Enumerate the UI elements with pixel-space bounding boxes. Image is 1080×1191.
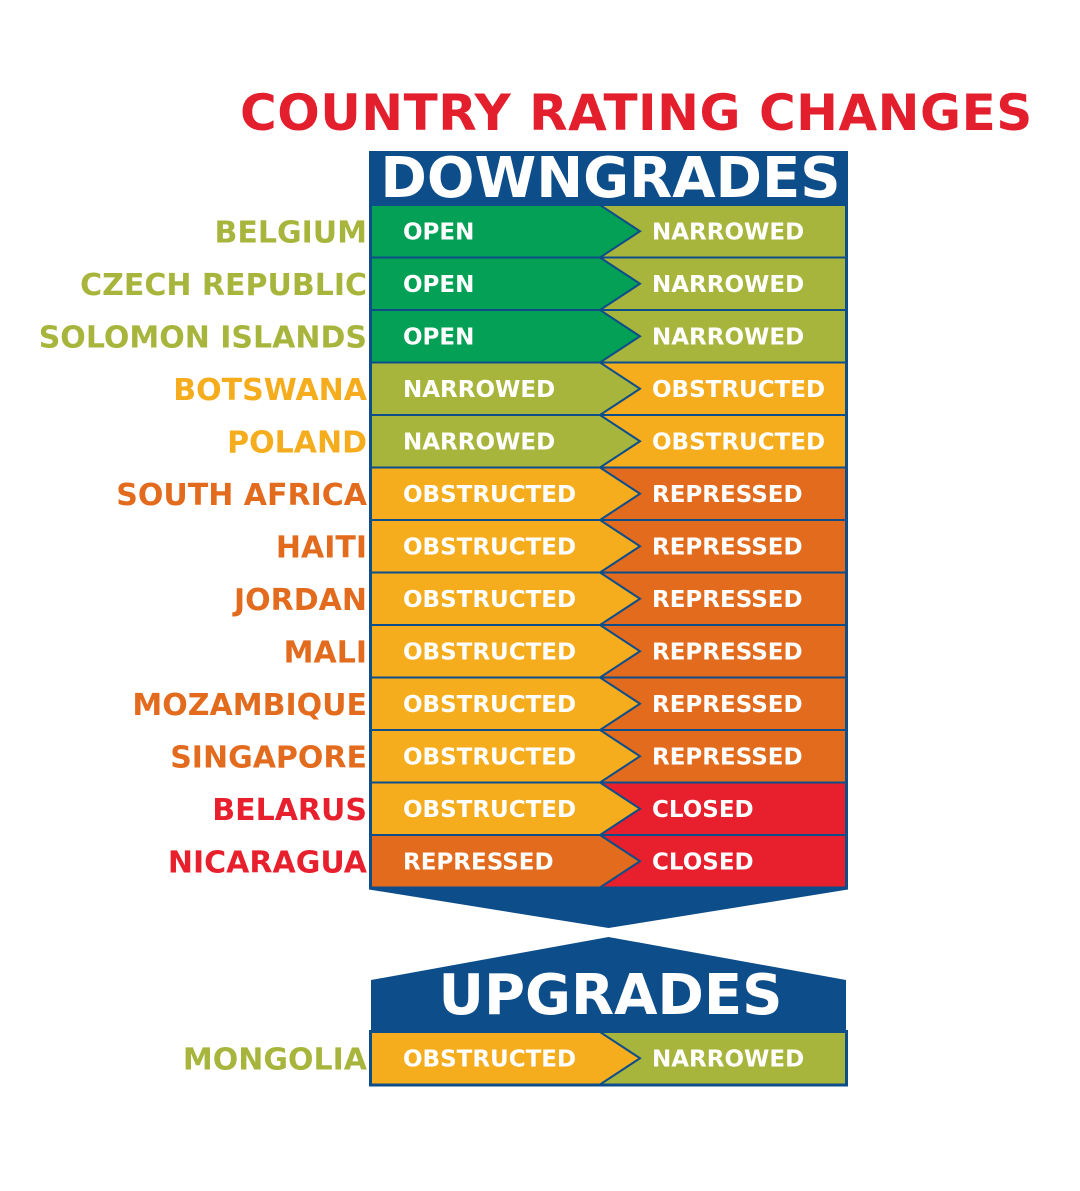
to-rating-label: NARROWED	[652, 324, 804, 350]
from-rating-label: OBSTRUCTED	[403, 587, 576, 613]
to-rating-label: REPRESSED	[652, 587, 803, 613]
to-rating-cell	[599, 204, 847, 259]
country-label-mongolia: MONGOLIA	[183, 1042, 368, 1077]
to-rating-label: NARROWED	[652, 1046, 804, 1072]
from-rating-arrow	[370, 466, 642, 521]
country-label-haiti: HAITI	[276, 530, 367, 565]
from-rating-arrow	[370, 676, 642, 731]
upgrades-banner	[371, 937, 846, 1032]
from-rating-label: OBSTRUCTED	[403, 744, 576, 770]
to-rating-label: CLOSED	[652, 797, 754, 823]
from-rating-arrow	[370, 571, 642, 626]
from-rating-label: OPEN	[403, 272, 474, 298]
to-rating-label: REPRESSED	[652, 692, 803, 718]
from-rating-label: REPRESSED	[403, 849, 554, 875]
from-rating-arrow	[370, 1031, 642, 1086]
downgrades-heading: DOWNGRADES	[380, 146, 840, 211]
downgrades-banner	[369, 151, 848, 205]
country-label-botswana: BOTSWANA	[173, 373, 368, 408]
from-rating-arrow	[370, 729, 642, 784]
from-rating-label: OBSTRUCTED	[403, 482, 576, 508]
from-rating-label: NARROWED	[403, 377, 555, 403]
from-rating-label: NARROWED	[403, 429, 555, 455]
from-rating-label: OPEN	[403, 219, 474, 245]
country-label-south-africa: SOUTH AFRICA	[116, 478, 367, 513]
from-rating-label: OBSTRUCTED	[403, 639, 576, 665]
to-rating-label: NARROWED	[652, 219, 804, 245]
from-rating-arrow	[370, 309, 642, 364]
to-rating-label: CLOSED	[652, 849, 754, 875]
from-rating-label: OBSTRUCTED	[403, 534, 576, 560]
country-label-belgium: BELGIUM	[215, 215, 367, 250]
country-label-solomon-islands: SOLOMON ISLANDS	[39, 320, 367, 355]
from-rating-label: OPEN	[403, 324, 474, 350]
from-rating-arrow	[370, 624, 642, 679]
to-rating-label: REPRESSED	[652, 639, 803, 665]
to-rating-label: OBSTRUCTED	[652, 377, 825, 403]
from-rating-arrow	[370, 361, 642, 416]
to-rating-cell	[599, 1031, 847, 1086]
from-rating-label: OBSTRUCTED	[403, 1046, 576, 1072]
page-title: COUNTRY RATING CHANGES	[240, 84, 1033, 142]
from-rating-label: OBSTRUCTED	[403, 797, 576, 823]
from-rating-arrow	[370, 834, 642, 889]
country-label-jordan: JORDAN	[232, 583, 367, 618]
country-label-singapore: SINGAPORE	[170, 740, 367, 775]
country-label-poland: POLAND	[227, 425, 367, 460]
from-rating-arrow	[370, 781, 642, 836]
to-rating-label: OBSTRUCTED	[652, 429, 825, 455]
to-rating-label: REPRESSED	[652, 482, 803, 508]
country-label-mali: MALI	[284, 635, 367, 670]
to-rating-label: REPRESSED	[652, 744, 803, 770]
country-label-mozambique: MOZAMBIQUE	[132, 688, 367, 723]
from-rating-arrow	[370, 204, 642, 259]
country-label-czech-republic: CZECH REPUBLIC	[80, 268, 367, 303]
upgrades-heading: UPGRADES	[438, 963, 782, 1028]
to-rating-label: NARROWED	[652, 272, 804, 298]
to-rating-label: REPRESSED	[652, 534, 803, 560]
from-rating-label: OBSTRUCTED	[403, 692, 576, 718]
country-label-nicaragua: NICARAGUA	[168, 845, 368, 880]
from-rating-arrow	[370, 414, 642, 469]
downgrades-chevron	[369, 885, 848, 928]
from-rating-arrow	[370, 519, 642, 574]
from-rating-arrow	[370, 256, 642, 311]
country-label-belarus: BELARUS	[212, 793, 367, 828]
